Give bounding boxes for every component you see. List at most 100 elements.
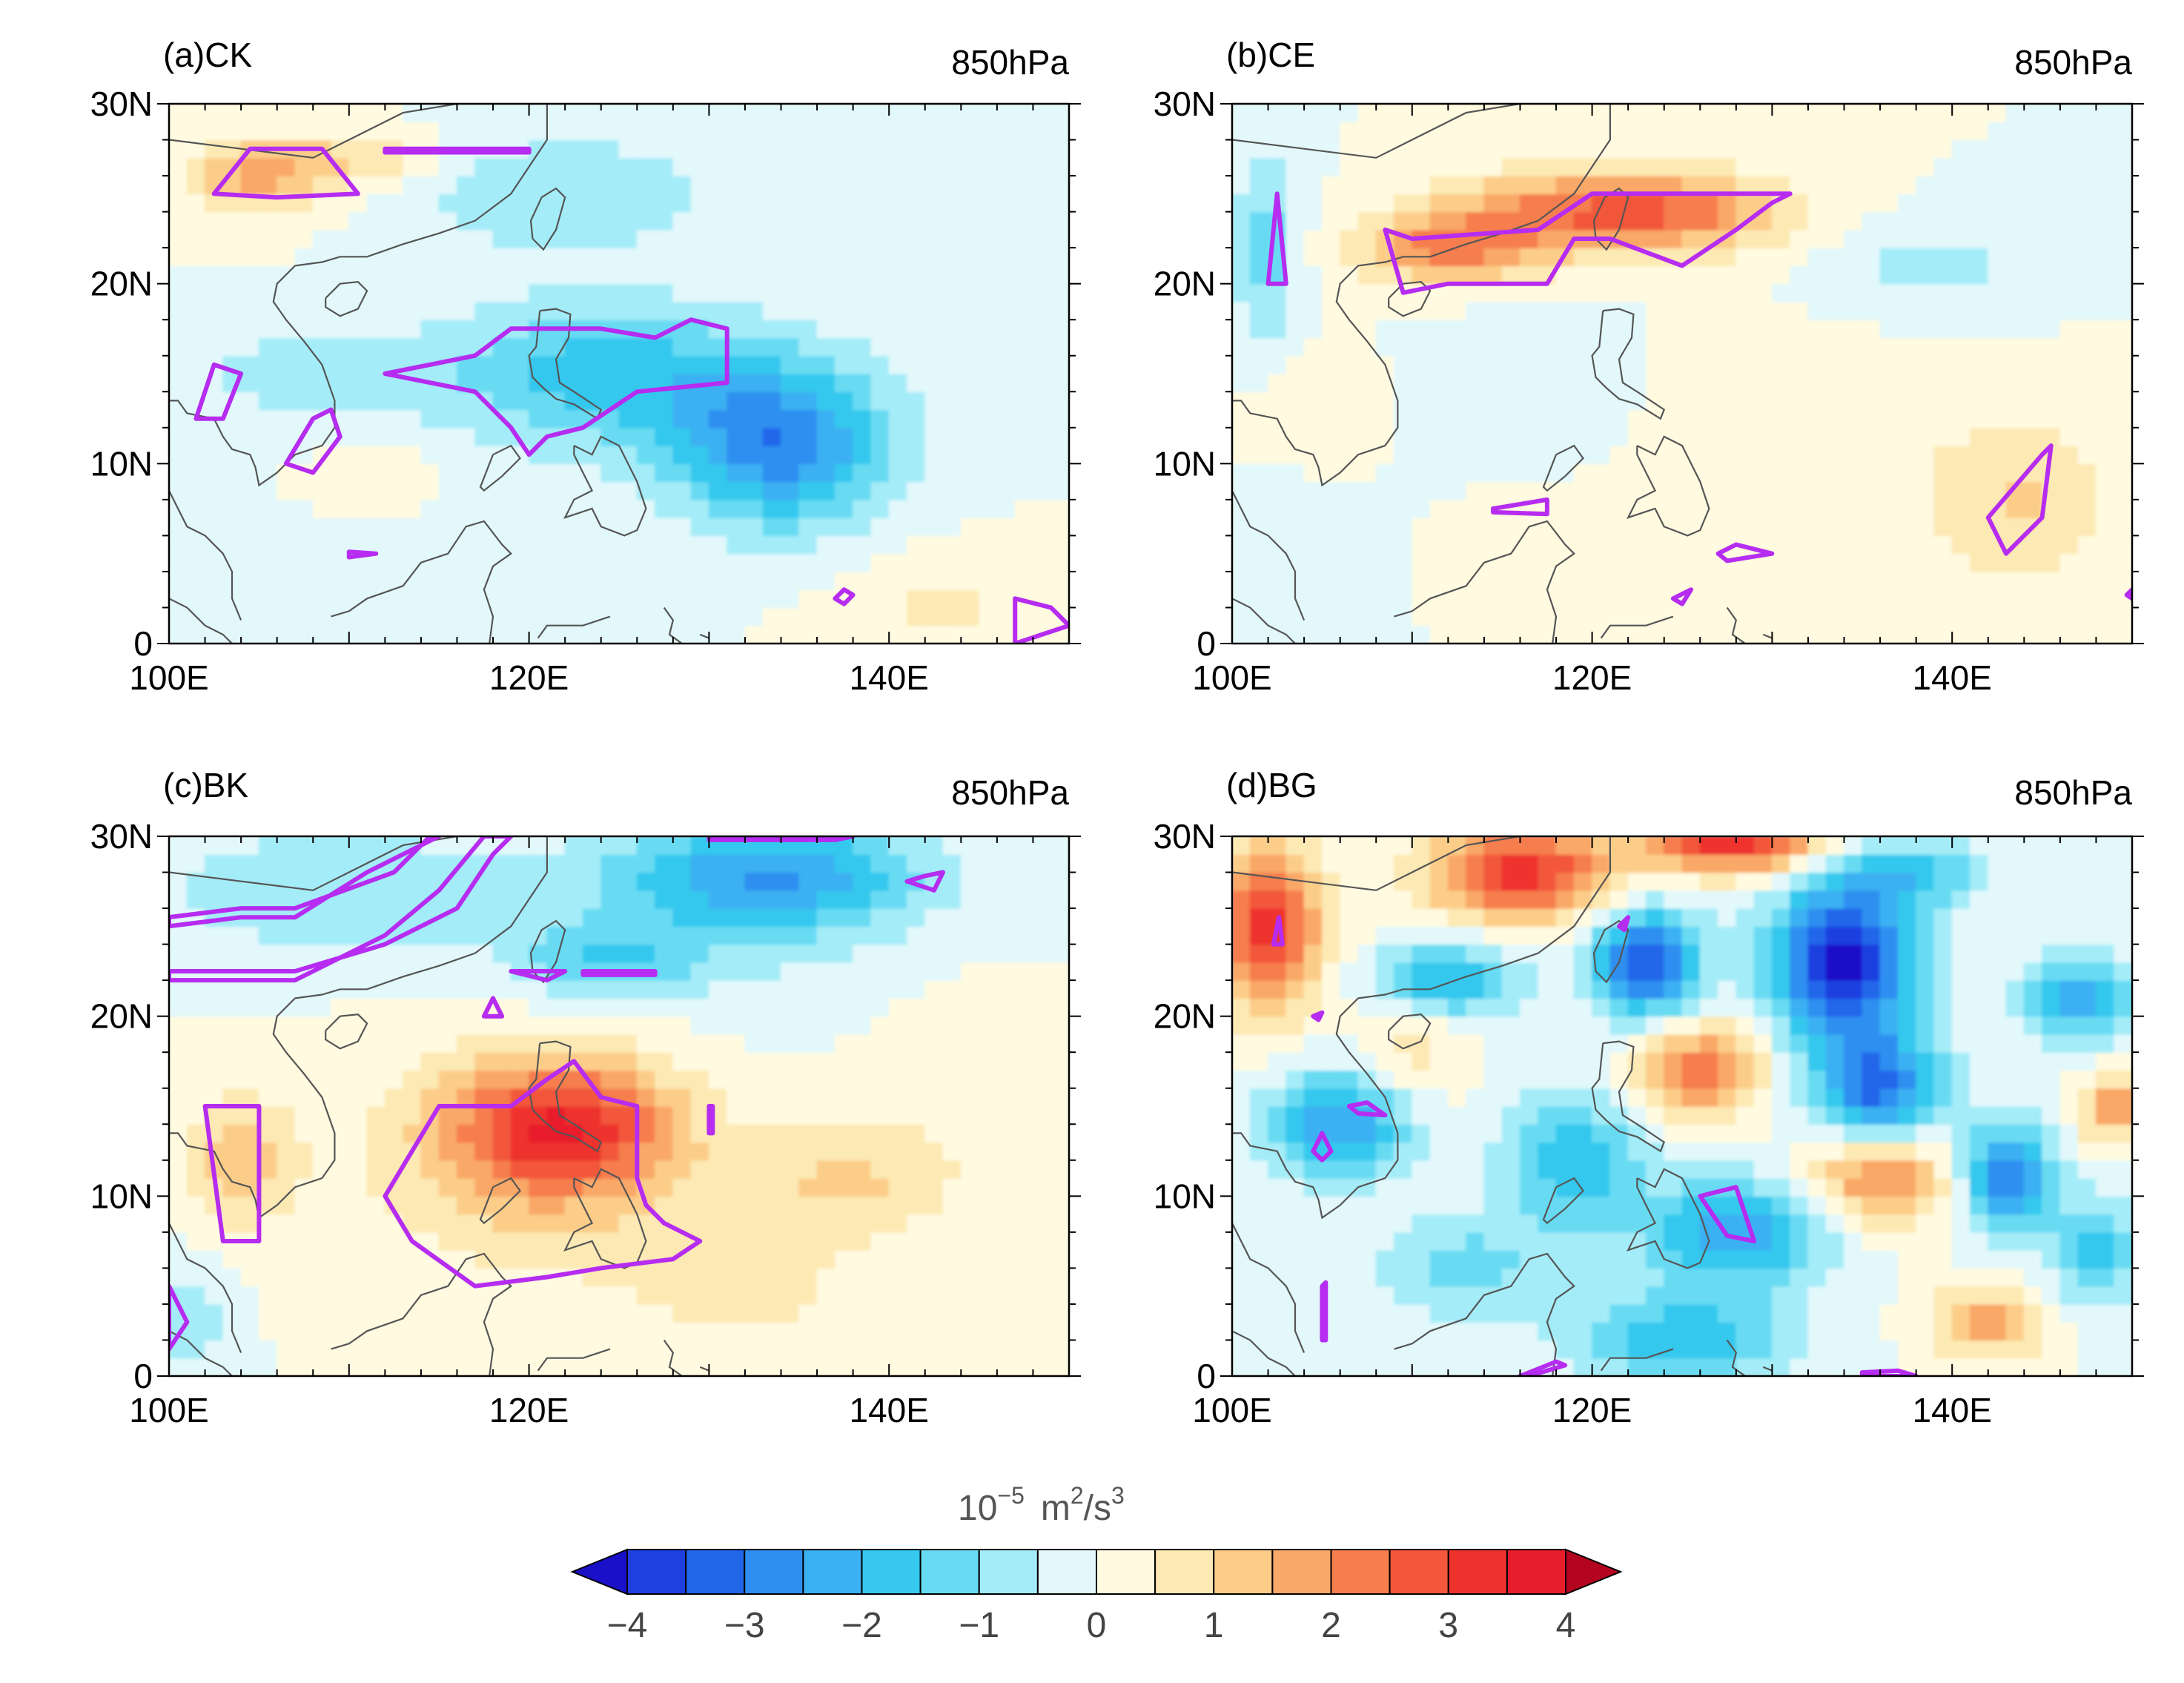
field-cell: [2059, 409, 2079, 429]
field-cell: [1519, 193, 1539, 213]
field-cell: [960, 427, 980, 446]
field-cell: [708, 1051, 728, 1071]
field-cell: [564, 175, 584, 195]
field-cell: [1232, 1034, 1251, 1053]
field-cell: [960, 1249, 980, 1269]
field-cell: [2005, 283, 2025, 302]
field-cell: [996, 499, 1016, 518]
field-cell: [816, 1214, 836, 1233]
field-cell: [1681, 229, 1701, 248]
field-cell: [1735, 283, 1755, 302]
field-cell: [205, 1358, 224, 1376]
field-cell: [1916, 625, 1935, 644]
field-cell: [2077, 337, 2097, 357]
field-cell: [2095, 211, 2115, 231]
field-cell: [798, 890, 818, 909]
field-cell: [1844, 391, 1863, 411]
significance-contour: [481, 996, 505, 1019]
field-cell: [672, 1088, 692, 1107]
field-cell: [781, 1267, 800, 1287]
field-cell: [1050, 1303, 1069, 1323]
field-cell: [1483, 589, 1503, 609]
field-cell: [1447, 463, 1467, 483]
field-cell: [888, 499, 908, 518]
field-cell: [816, 409, 836, 429]
field-cell: [1447, 606, 1467, 626]
field-cell: [2095, 104, 2115, 122]
field-cell: [708, 925, 728, 945]
field-cell: [870, 481, 890, 500]
field-cell: [870, 1267, 890, 1287]
field-cell: [529, 853, 548, 873]
field-cell: [1790, 301, 1809, 320]
field-cell: [870, 872, 890, 891]
field-cell: [277, 890, 296, 909]
field-cell: [906, 571, 926, 590]
field-cell: [1807, 606, 1827, 626]
field-cell: [655, 1321, 674, 1341]
field-cell: [205, 836, 224, 855]
field-cell: [834, 427, 854, 446]
field-cell: [474, 1051, 494, 1071]
field-cell: [1268, 997, 1287, 1017]
field-cell: [1988, 625, 2007, 644]
field-cell: [906, 445, 926, 465]
field-cell: [205, 1088, 224, 1107]
field-cell: [1014, 319, 1034, 339]
field-cell: [1699, 121, 1719, 141]
field-cell: [277, 211, 296, 231]
field-cell: [312, 1339, 332, 1359]
field-cell: [1825, 229, 1845, 248]
field-cell: [1268, 1214, 1287, 1233]
field-cell: [474, 1286, 494, 1305]
field-cell: [546, 1142, 566, 1161]
field-cell: [1592, 606, 1611, 626]
field-cell: [2114, 139, 2132, 159]
field-cell: [1357, 175, 1377, 195]
field-cell: [294, 157, 314, 176]
field-cell: [546, 104, 566, 122]
field-cell: [1519, 355, 1539, 374]
field-cell: [1340, 445, 1359, 465]
coastline: [699, 1366, 709, 1372]
field-cell: [312, 606, 332, 626]
field-cell: [1268, 121, 1287, 141]
coastline: [1394, 520, 1576, 644]
field-cell: [366, 1303, 386, 1323]
field-cell: [1951, 175, 1971, 195]
field-cell: [1483, 175, 1503, 195]
field-cell: [331, 1088, 350, 1107]
field-cell: [1951, 193, 1971, 213]
field-cell: [1897, 337, 1917, 357]
field-cell: [2095, 391, 2115, 411]
field-cell: [762, 625, 782, 644]
field-cell: [1933, 247, 1953, 267]
field-cell: [924, 962, 944, 981]
field-cell: [1897, 499, 1917, 518]
field-cell: [1969, 301, 1989, 320]
field-cell: [1825, 319, 1845, 339]
field-cell: [222, 1249, 242, 1269]
field-cell: [1951, 445, 1971, 465]
field-cell: [816, 589, 836, 609]
field-cell: [186, 157, 206, 176]
field-cell: [564, 1358, 584, 1376]
field-cell: [888, 907, 908, 928]
field-cell: [348, 319, 368, 339]
field-cell: [1969, 283, 1989, 302]
field-cell: [1447, 139, 1467, 159]
field-cell: [1988, 571, 2007, 590]
field-cell: [510, 589, 530, 609]
field-cell: [781, 175, 800, 195]
field-cell: [1285, 1249, 1305, 1269]
field-cell: [672, 193, 692, 213]
field-cell: [1321, 121, 1341, 141]
field-cell: [1519, 104, 1539, 122]
significance-contour: [169, 836, 514, 983]
field-cell: [636, 1142, 656, 1161]
field-cell: [690, 1358, 710, 1376]
field-cell: [996, 265, 1016, 285]
field-cell: [870, 445, 890, 465]
field-cell: [294, 301, 314, 320]
field-cell: [510, 535, 530, 555]
